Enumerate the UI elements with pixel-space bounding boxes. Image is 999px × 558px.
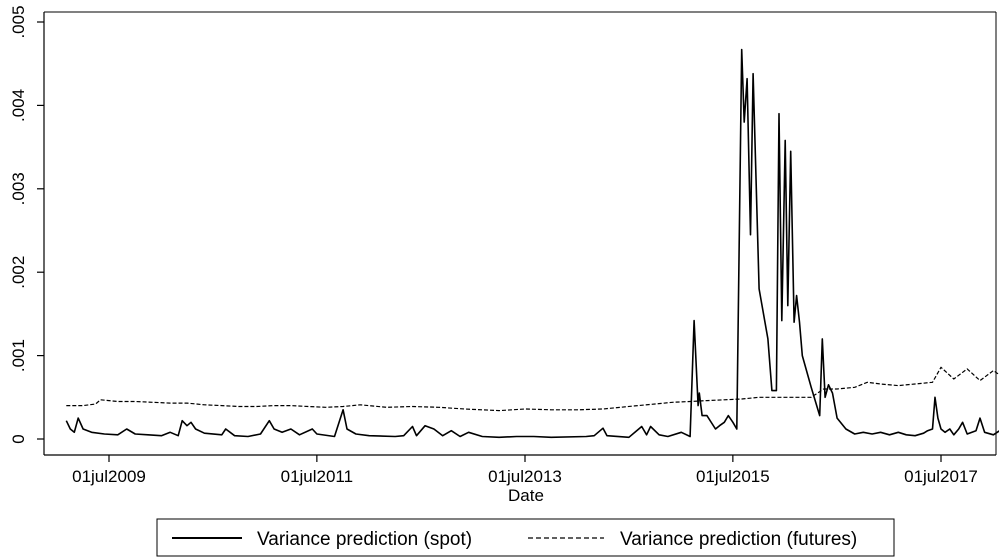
x-tick-label: 01jul2015 [696, 467, 770, 486]
x-axis-ticks: 01jul2009 01jul2011 01jul2013 01jul2015 01ju… [72, 455, 978, 486]
plot-area [43, 11, 997, 456]
legend-label-futures: Variance prediction (futures) [620, 529, 857, 550]
x-tick-label: 01jul2017 [904, 467, 978, 486]
legend-box [156, 518, 895, 557]
y-tick-label: .005 [9, 5, 28, 38]
y-tick-label: .004 [9, 89, 28, 122]
legend: Variance prediction (spot) Variance pred… [156, 518, 895, 557]
y-tick-label: .002 [9, 256, 28, 289]
legend-label-spot: Variance prediction (spot) [257, 529, 472, 550]
series-line-spot [65, 48, 999, 439]
y-tick-label: .003 [9, 172, 28, 205]
x-tick-label: 01jul2009 [72, 467, 146, 486]
series-line-futures [66, 366, 999, 412]
y-tick-label: .001 [9, 339, 28, 372]
y-axis-ticks: 0 .001 .002 .003 .004 .005 [9, 5, 44, 444]
y-tick-label: 0 [9, 434, 28, 443]
x-tick-label: 01jul2013 [488, 467, 562, 486]
x-tick-label: 01jul2011 [281, 467, 353, 486]
series-layer [65, 48, 999, 439]
x-axis-title: Date [508, 486, 544, 505]
